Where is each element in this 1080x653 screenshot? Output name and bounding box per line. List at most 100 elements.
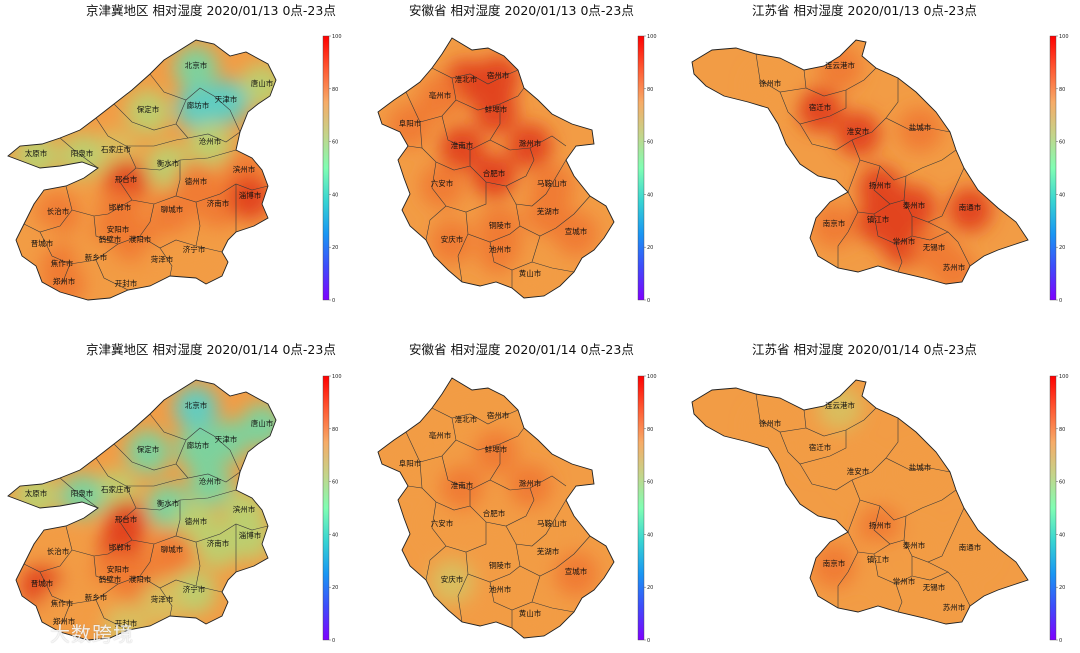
- city-label-jjj-0113-10: 邢台市: [115, 174, 138, 184]
- city-label-ah-0114-7: 合肥市: [483, 508, 506, 518]
- city-boundary-jjj-0113-14: [95, 259, 129, 291]
- city-label-js-0114-9: 南京市: [823, 558, 846, 568]
- city-label-jjj-0114-14: 邯郸市: [109, 542, 132, 552]
- colorbar-label-js-0113-4: 20: [1059, 245, 1065, 251]
- city-label-ah-0114-13: 宣城市: [565, 566, 588, 576]
- colorbar-label-jjj-0113-2: 60: [332, 140, 338, 146]
- city-fill-ah-0114-6: [508, 464, 552, 508]
- city-boundary-js-0114-7: [903, 507, 965, 563]
- city-label-ah-0114-14: 池州市: [489, 584, 512, 594]
- city-boundary-ah-0114-16: [531, 601, 575, 613]
- city-fill-jjj-0114-17: [228, 516, 272, 560]
- city-label-ah-0113-5: 淮南市: [451, 140, 474, 150]
- city-boundary-jjj-0114-14: [95, 599, 129, 631]
- city-fill-ah-0113-14: [478, 230, 522, 274]
- city-label-js-0114-11: 无锡市: [923, 582, 946, 592]
- city-label-ah-0114-12: 安庆市: [441, 574, 464, 584]
- city-label-js-0114-8: 镇江市: [867, 554, 890, 564]
- city-label-jjj-0114-0: 北京市: [185, 400, 208, 410]
- colorbar-label-js-0114-2: 60: [1059, 480, 1065, 486]
- city-boundary-jjj-0113-7: [175, 160, 181, 197]
- city-label-ah-0113-14: 池州市: [489, 244, 512, 254]
- city-label-js-0113-5: 扬州市: [869, 180, 892, 190]
- city-boundary-js-0114-3: [799, 418, 899, 491]
- city-fill-js-0114-2: [798, 428, 842, 472]
- city-label-js-0114-10: 常州市: [893, 576, 916, 586]
- city-label-jjj-0114-25: 菏泽市: [151, 594, 174, 604]
- city-boundary-ah-0113-3: [441, 104, 501, 151]
- city-label-jjj-0113-11: 德州市: [185, 176, 208, 186]
- city-boundary-ah-0114-8: [431, 501, 487, 553]
- city-label-ah-0113-0: 淮北市: [455, 74, 478, 84]
- colorbar-label-ah-0114-0: 100: [647, 374, 657, 380]
- city-label-js-0113-0: 连云港市: [825, 60, 855, 70]
- city-label-jjj-0113-24: 新乡市: [85, 252, 108, 262]
- city-fill-ah-0113-13: [554, 212, 598, 256]
- city-fill-ah-0114-13: [554, 552, 598, 596]
- region-outline-jjj-0114: [7, 379, 277, 641]
- city-fill-ah-0113-5: [440, 126, 484, 170]
- city-fill-jjj-0113-0: [174, 46, 218, 90]
- city-boundary-jjj-0113-5: [125, 145, 237, 171]
- city-label-ah-0114-0: 淮北市: [455, 414, 478, 424]
- city-label-js-0114-3: 淮安市: [847, 466, 870, 476]
- colorbar-ah-0113: [637, 35, 645, 301]
- city-fill-js-0114-7: [948, 528, 992, 572]
- colorbar-label-jjj-0113-4: 20: [332, 245, 338, 251]
- city-label-jjj-0113-1: 唐山市: [251, 78, 274, 88]
- colorbar-label-jjj-0113-3: 40: [332, 192, 338, 198]
- city-boundary-js-0113-10: [837, 211, 859, 268]
- city-label-js-0113-11: 无锡市: [923, 242, 946, 252]
- city-label-ah-0114-1: 宿州市: [487, 410, 510, 420]
- colorbar-label-js-0114-0: 100: [1059, 374, 1069, 380]
- colorbar-label-jjj-0114-4: 20: [332, 585, 338, 591]
- city-label-jjj-0113-12: 滨州市: [233, 164, 256, 174]
- city-label-jjj-0113-3: 廊坊市: [187, 100, 210, 110]
- city-label-js-0114-4: 盐城市: [909, 462, 932, 472]
- city-label-jjj-0114-19: 安阳市: [107, 564, 130, 574]
- city-label-ah-0113-8: 六安市: [431, 178, 454, 188]
- colorbar-label-js-0114-5: 0: [1059, 638, 1062, 644]
- city-boundary-ah-0113-7: [469, 147, 535, 187]
- city-label-ah-0113-13: 宣城市: [565, 226, 588, 236]
- city-boundary-jjj-0113-4: [59, 137, 99, 169]
- colorbar-label-jjj-0113-0: 100: [332, 34, 342, 40]
- city-label-jjj-0113-25: 菏泽市: [151, 254, 174, 264]
- city-label-js-0114-2: 宿迁市: [809, 442, 832, 452]
- city-boundary-js-0114-8: [873, 505, 905, 545]
- city-boundary-ah-0113-9: [505, 159, 567, 207]
- city-boundary-jjj-0113-1: [175, 99, 241, 143]
- city-label-ah-0114-9: 马鞍山市: [537, 518, 567, 528]
- city-boundary-ah-0113-0: [431, 67, 519, 85]
- city-boundary-js-0113-7: [903, 167, 965, 223]
- region-outline-ah-0114: [377, 377, 615, 639]
- city-boundary-ah-0114-5: [421, 487, 471, 511]
- colorbar-label-ah-0113-5: 0: [647, 298, 650, 304]
- colorbar-label-ah-0113-1: 80: [647, 87, 653, 93]
- city-label-jjj-0114-22: 济宁市: [183, 584, 206, 594]
- city-label-jjj-0113-5: 沧州市: [199, 136, 222, 146]
- city-label-jjj-0113-2: 天津市: [215, 94, 238, 104]
- city-label-js-0113-4: 盐城市: [909, 122, 932, 132]
- city-boundary-ah-0114-3: [441, 444, 501, 491]
- panel-title-jjj-0114: 京津冀地区 相对湿度 2020/01/14 0点-23点: [86, 342, 336, 357]
- city-fill-js-0113-4: [898, 108, 942, 152]
- city-boundary-jjj-0114-3: [95, 457, 189, 487]
- city-fill-ah-0114-14: [478, 570, 522, 614]
- city-boundary-js-0114-4: [885, 457, 951, 473]
- city-label-ah-0113-4: 阜阳市: [399, 118, 422, 128]
- city-boundary-js-0113-1: [755, 53, 807, 93]
- city-label-jjj-0114-4: 保定市: [137, 444, 160, 454]
- city-label-jjj-0114-18: 晋城市: [31, 578, 54, 588]
- city-boundary-ah-0113-5: [421, 147, 471, 171]
- city-fill-ah-0114-8: [420, 504, 464, 548]
- city-label-js-0113-10: 常州市: [893, 236, 916, 246]
- city-fill-jjj-0114-15: [150, 530, 194, 574]
- city-label-ah-0113-2: 亳州市: [429, 90, 452, 100]
- region-outline-jjj-0113: [7, 39, 277, 301]
- city-boundary-ah-0114-9: [505, 499, 567, 547]
- city-boundary-js-0114-6: [847, 499, 861, 533]
- city-label-jjj-0113-4: 保定市: [137, 104, 160, 114]
